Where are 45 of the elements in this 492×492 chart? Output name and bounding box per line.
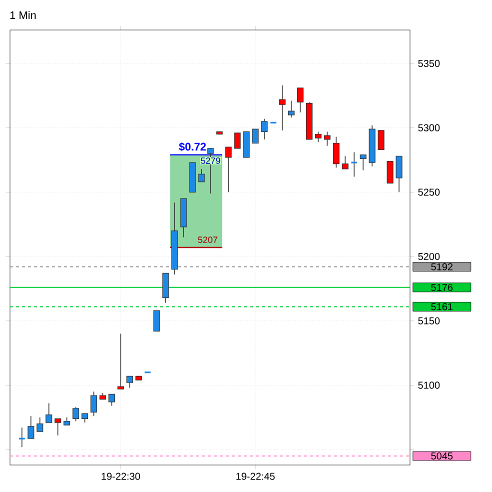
- candlestick: [261, 118, 268, 140]
- ref-line-label: 5161: [431, 303, 453, 310]
- candlestick: [332, 136, 340, 168]
- candlestick: [234, 132, 241, 149]
- y-tick-label: 5200: [418, 252, 440, 260]
- candlestick: [378, 130, 384, 150]
- candlestick: [153, 310, 160, 332]
- candlestick: [18, 427, 26, 448]
- candlestick: [82, 413, 88, 423]
- x-tick-label: 19-22:30: [102, 472, 140, 480]
- candlestick: [36, 416, 44, 432]
- annotation: 5207: [198, 236, 218, 243]
- candlestick: [126, 376, 133, 388]
- candlestick: [54, 418, 62, 436]
- ref-line-label: 5192: [431, 263, 453, 270]
- candlestick: [108, 394, 115, 406]
- ref-line-label: 5045: [431, 452, 453, 460]
- ref-line-label: 5176: [431, 284, 453, 291]
- candlestick: [360, 154, 366, 171]
- candlestick: [297, 88, 304, 113]
- candlestick: [324, 131, 330, 146]
- y-tick-label: 5350: [418, 60, 440, 67]
- y-tick-label: 5300: [418, 124, 440, 132]
- x-tick-label: 19-22:45: [236, 472, 275, 480]
- candlestick: [342, 156, 348, 170]
- candlestick: [314, 131, 322, 142]
- candlestick: [396, 156, 402, 193]
- candlestick: [225, 146, 232, 193]
- candlestick: [350, 152, 358, 178]
- candlestick: [288, 100, 295, 118]
- y-tick-label: 5250: [418, 188, 440, 196]
- candlestick: [90, 391, 98, 416]
- candlestick: [28, 416, 34, 440]
- candlestick: [198, 168, 205, 182]
- candlestick: [252, 128, 259, 144]
- candlestick: [279, 84, 286, 131]
- candlestick: [117, 333, 124, 390]
- candlestick: [386, 160, 394, 184]
- chart-title: 1 Min: [10, 11, 36, 19]
- annotation: 5279: [200, 158, 220, 164]
- y-tick-label: 5150: [418, 317, 440, 324]
- band-label: $0.72: [178, 142, 206, 152]
- y-tick-label: 5100: [418, 382, 440, 389]
- candlestick: [46, 402, 52, 423]
- candlestick: [72, 406, 80, 422]
